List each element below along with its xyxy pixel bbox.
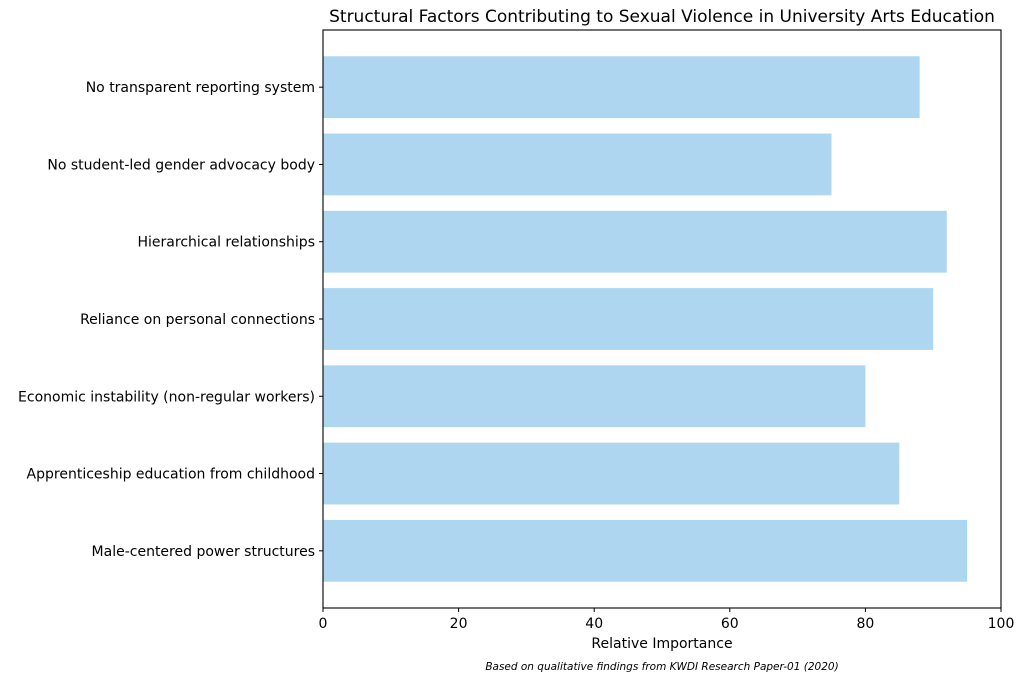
y-tick-label: No student-led gender advocacy body bbox=[47, 157, 315, 173]
bar bbox=[323, 365, 866, 428]
x-tick-label: 60 bbox=[721, 616, 739, 632]
x-tick-label: 40 bbox=[585, 616, 603, 632]
bars-layer bbox=[323, 56, 968, 582]
bar bbox=[323, 288, 934, 350]
bar bbox=[323, 210, 947, 273]
bar bbox=[323, 133, 832, 196]
x-tick-label: 100 bbox=[988, 616, 1015, 632]
bar bbox=[323, 442, 900, 505]
bar bbox=[323, 519, 968, 582]
x-tick-label: 80 bbox=[856, 616, 874, 632]
y-tick-label: Male-centered power structures bbox=[92, 544, 315, 560]
x-tick-label: 20 bbox=[450, 616, 468, 632]
chart-title: Structural Factors Contributing to Sexua… bbox=[329, 7, 995, 27]
x-axis: 0 20 40 60 80 100 bbox=[319, 608, 1015, 632]
y-tick-label: Reliance on personal connections bbox=[80, 312, 315, 328]
y-tick-label: Economic instability (non-regular worker… bbox=[18, 389, 315, 405]
footnote: Based on qualitative findings from KWDI … bbox=[485, 661, 838, 673]
x-axis-label: Relative Importance bbox=[591, 636, 732, 652]
x-tick-label: 0 bbox=[319, 616, 328, 632]
y-tick-label: No transparent reporting system bbox=[86, 80, 315, 96]
y-axis: No transparent reporting system No studen… bbox=[18, 80, 323, 560]
y-tick-label: Hierarchical relationships bbox=[138, 235, 315, 251]
bar bbox=[323, 56, 920, 119]
y-tick-label: Apprenticeship education from childhood bbox=[27, 467, 315, 483]
